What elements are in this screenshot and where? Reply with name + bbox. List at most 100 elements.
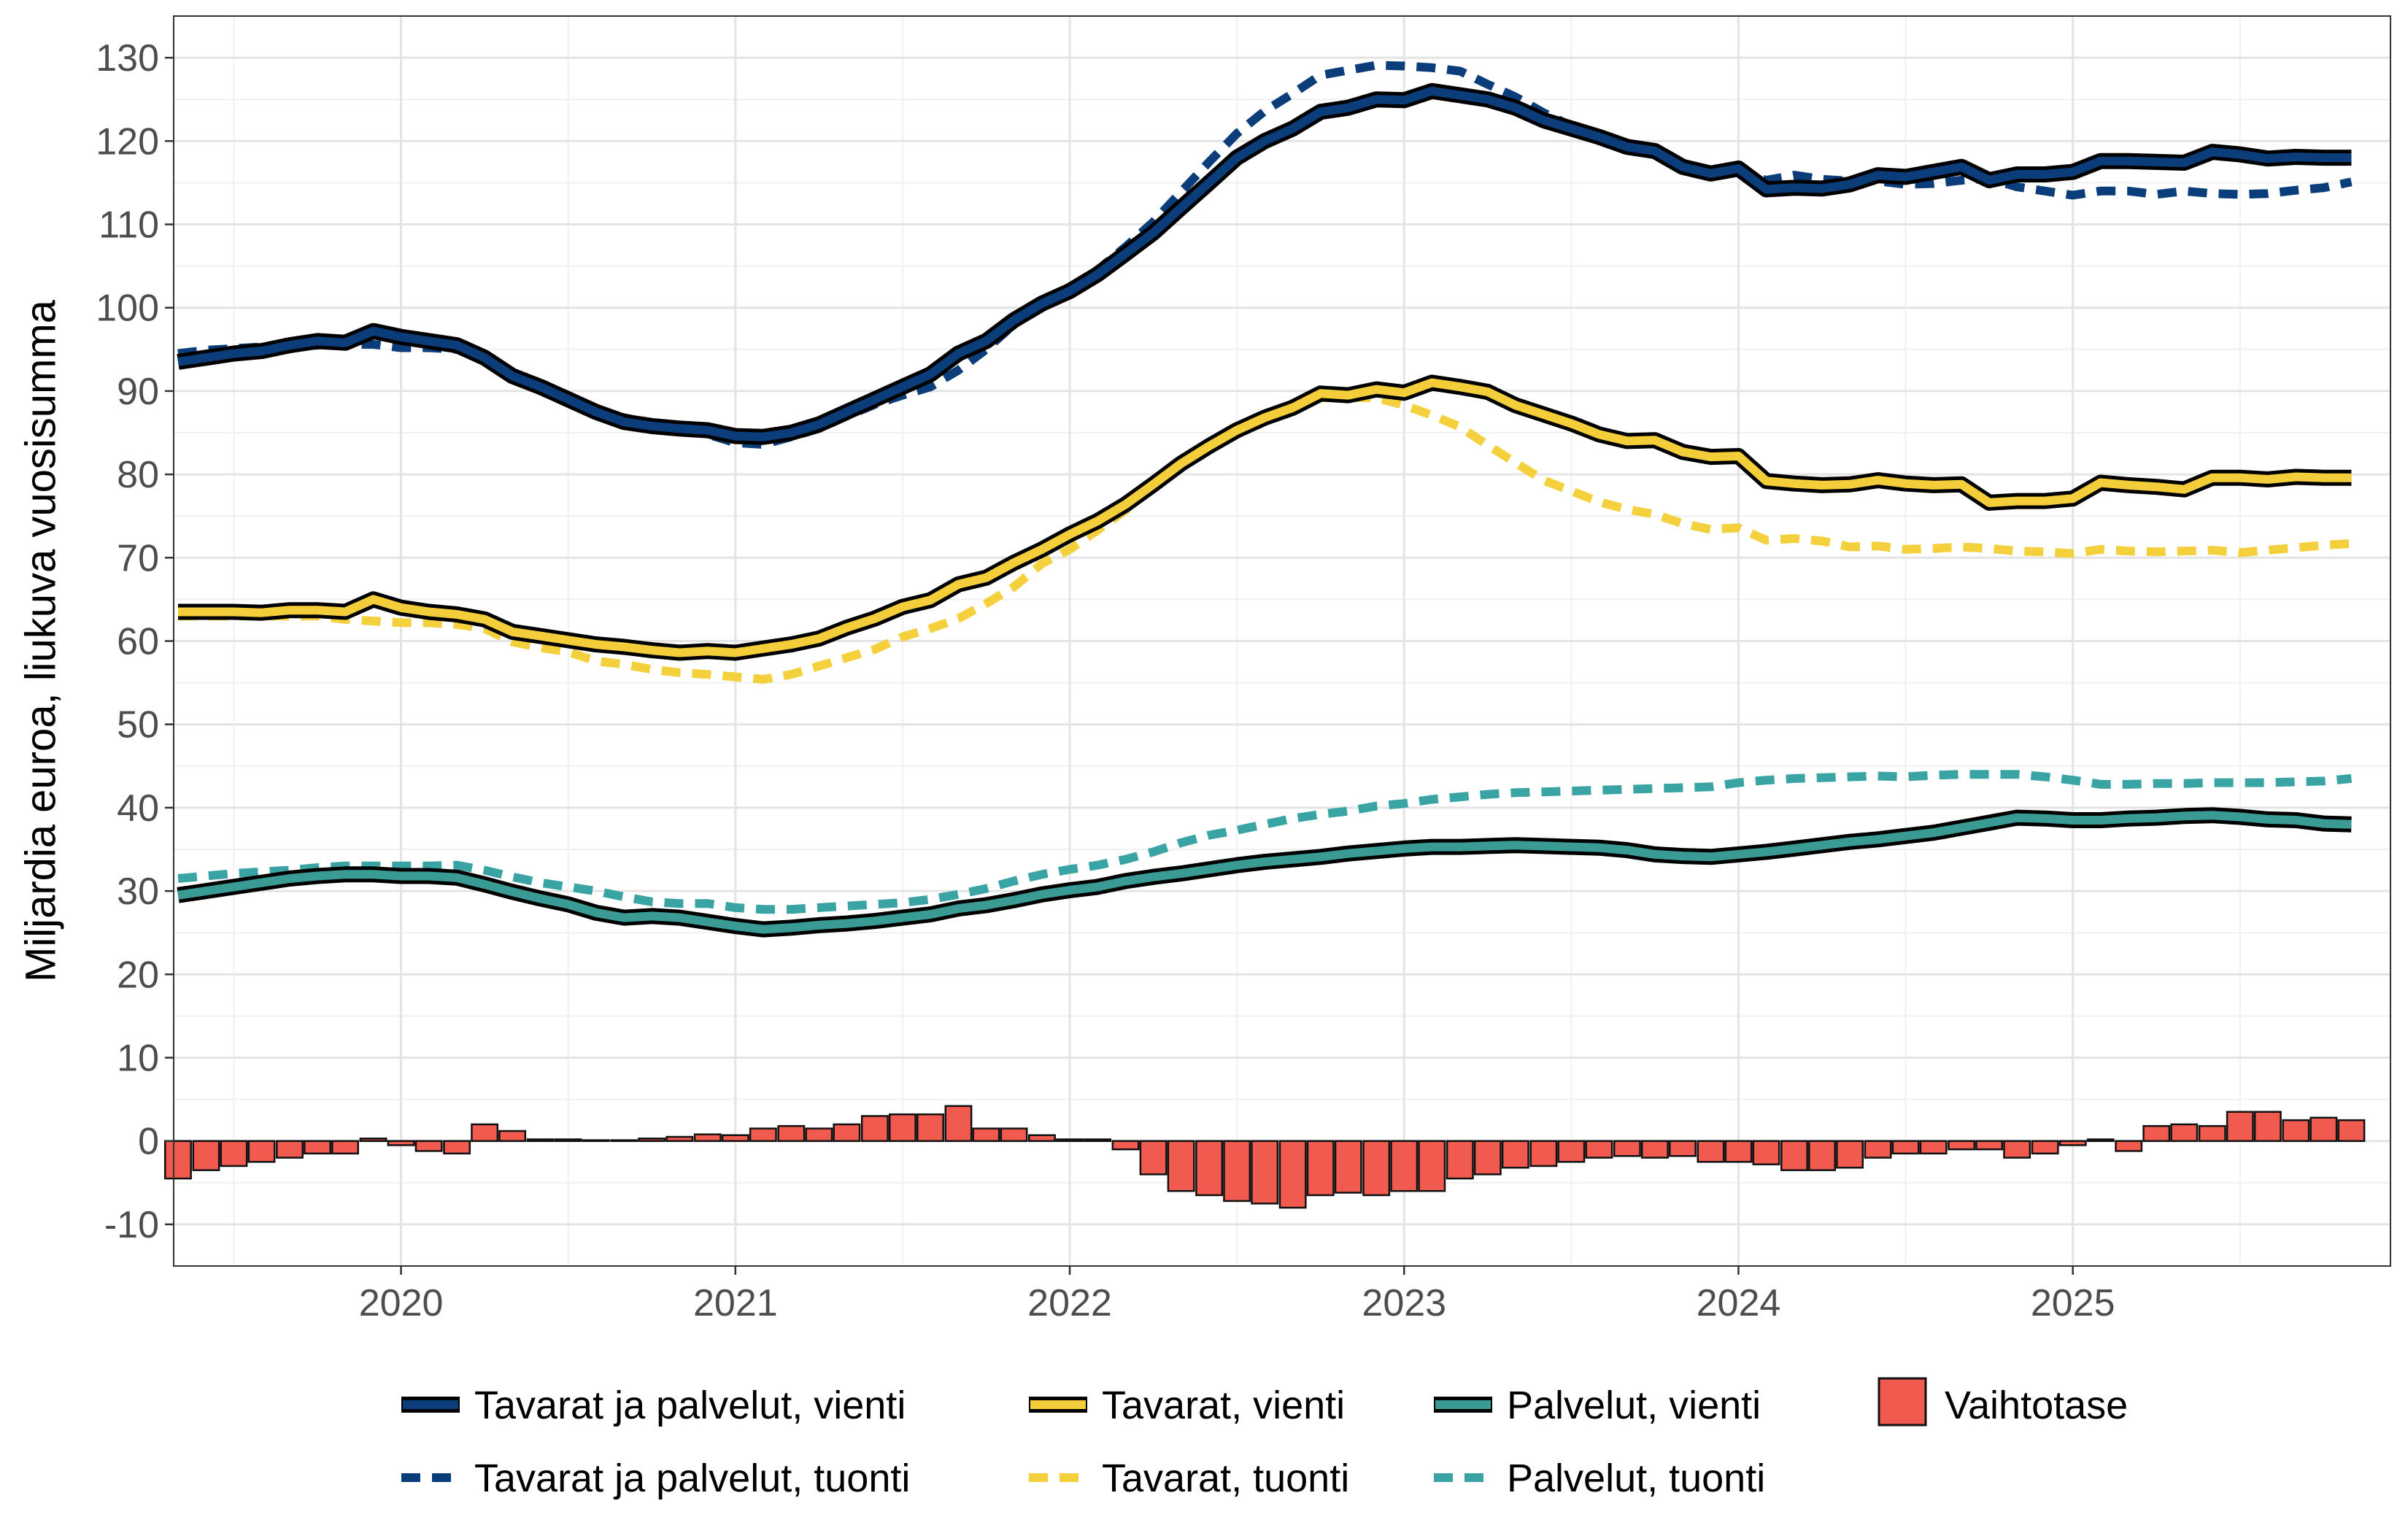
- x-tick-label: 2025: [2031, 1282, 2115, 1324]
- legend-item-palvelut-vienti: Palvelut, vienti: [1434, 1383, 1761, 1427]
- bar-vaihtotase: [1808, 1140, 1836, 1171]
- legend-item-vaihtotase: Vaihtotase: [1878, 1377, 2128, 1427]
- bar-vaihtotase: [1836, 1140, 1864, 1169]
- legend-key: [1878, 1377, 1927, 1427]
- bar-vaihtotase: [1613, 1140, 1641, 1157]
- bar-vaihtotase: [2253, 1111, 2282, 1142]
- bar-vaihtotase: [1557, 1140, 1586, 1163]
- bar-vaihtotase: [2086, 1138, 2115, 1142]
- bar-vaihtotase: [443, 1140, 471, 1155]
- bar-vaihtotase: [638, 1138, 666, 1142]
- bar-vaihtotase: [1111, 1140, 1140, 1151]
- legend-label: Tavarat ja palvelut, vienti: [474, 1383, 906, 1427]
- bar-vaihtotase: [1585, 1140, 1613, 1159]
- bar-vaihtotase: [192, 1140, 220, 1171]
- legend-label: Tavarat, tuonti: [1102, 1456, 1349, 1500]
- bar-vaihtotase: [1000, 1127, 1028, 1142]
- x-tick-label: 2021: [693, 1282, 778, 1324]
- bar-vaihtotase: [387, 1140, 415, 1146]
- y-tick-label: 40: [117, 787, 159, 830]
- bar-vaihtotase: [916, 1113, 944, 1142]
- bar-vaihtotase: [1697, 1140, 1725, 1163]
- line-tavarat-ja-palvelut-vienti: [177, 86, 2352, 441]
- legend-item-tavarat-ja-palvelut-vienti: Tavarat ja palvelut, vienti: [401, 1383, 906, 1427]
- bar-vaihtotase: [1501, 1140, 1529, 1169]
- legend-label: Tavarat, vienti: [1102, 1383, 1345, 1427]
- bar-vaihtotase: [2337, 1119, 2366, 1142]
- bar-vaihtotase: [1529, 1140, 1558, 1168]
- legend-label: Palvelut, tuonti: [1507, 1456, 1765, 1500]
- bar-vaihtotase: [749, 1127, 777, 1142]
- bar-vaihtotase: [498, 1130, 527, 1142]
- y-tick-label: 0: [138, 1121, 159, 1163]
- bar-vaihtotase: [1084, 1138, 1112, 1142]
- bar-vaihtotase: [860, 1115, 889, 1142]
- line-series: [177, 61, 2353, 938]
- bar-vaihtotase: [1306, 1140, 1335, 1197]
- y-tick-label: -10: [104, 1204, 159, 1246]
- legend-item-tavarat-ja-palvelut-tuonti: Tavarat ja palvelut, tuonti: [401, 1456, 910, 1500]
- bar-vaihtotase: [2198, 1124, 2226, 1142]
- bar-vaihtotase: [2226, 1111, 2254, 1142]
- grid-lines: [174, 16, 2390, 1266]
- bar-vaihtotase: [1975, 1140, 2004, 1151]
- bar-vaihtotase: [2031, 1140, 2059, 1155]
- bar-vaihtotase: [276, 1140, 304, 1159]
- bar-vaihtotase: [2170, 1123, 2199, 1142]
- bar-vaihtotase: [1418, 1140, 1446, 1192]
- bar-vaihtotase: [1780, 1140, 1808, 1171]
- line-tavarat-vienti: [178, 378, 2352, 657]
- bar-series-vaihtotase: [164, 1105, 2366, 1209]
- bar-vaihtotase: [1251, 1140, 1279, 1205]
- y-tick-label: 30: [117, 871, 159, 913]
- bar-vaihtotase: [1473, 1140, 1502, 1176]
- bar-vaihtotase: [1948, 1140, 1976, 1151]
- bar-vaihtotase: [1752, 1140, 1780, 1165]
- bar-vaihtotase: [1919, 1140, 1948, 1155]
- y-tick-label: 110: [99, 204, 159, 247]
- y-tick-label: 20: [117, 954, 159, 996]
- bar-vaihtotase: [972, 1127, 1000, 1142]
- bar-vaihtotase: [1167, 1140, 1195, 1192]
- bar-vaihtotase: [833, 1123, 861, 1142]
- bar-vaihtotase: [1056, 1138, 1084, 1142]
- legend-label: Vaihtotase: [1945, 1383, 2128, 1427]
- bar-vaihtotase: [220, 1140, 248, 1168]
- bar-vaihtotase: [721, 1134, 749, 1142]
- bar-vaihtotase: [247, 1140, 276, 1163]
- bar-vaihtotase: [2309, 1116, 2338, 1142]
- bar-vaihtotase: [1446, 1140, 1474, 1180]
- bar-vaihtotase: [359, 1138, 387, 1142]
- bar-vaihtotase: [2058, 1140, 2087, 1146]
- x-tick-label: 2023: [1362, 1282, 1446, 1324]
- bar-vaihtotase: [1278, 1140, 1307, 1209]
- bar-vaihtotase: [414, 1140, 443, 1152]
- legend-label: Palvelut, vienti: [1507, 1383, 1761, 1427]
- bar-vaihtotase: [2115, 1140, 2143, 1152]
- bar-vaihtotase: [1390, 1140, 1419, 1192]
- x-tick-label: 2024: [1697, 1282, 1781, 1324]
- bar-vaihtotase: [164, 1140, 192, 1180]
- y-tick-label: 70: [117, 537, 159, 579]
- bar-vaihtotase: [1362, 1140, 1391, 1197]
- bar-vaihtotase: [1640, 1140, 1669, 1159]
- bar-vaihtotase: [1028, 1134, 1056, 1142]
- y-tick-label: 120: [96, 120, 159, 163]
- bar-vaihtotase: [331, 1140, 360, 1155]
- line-palvelut-vienti: [177, 811, 2352, 934]
- bar-vaihtotase: [2142, 1124, 2171, 1142]
- bar-vaihtotase: [665, 1135, 694, 1142]
- bar-vaihtotase: [1195, 1140, 1224, 1197]
- x-tick-label: 2020: [359, 1282, 444, 1324]
- y-tick-label: 90: [117, 371, 159, 413]
- legend-item-tavarat-vienti: Tavarat, vienti: [1029, 1383, 1345, 1427]
- bar-vaihtotase: [2003, 1140, 2031, 1159]
- y-tick-label: 80: [117, 454, 159, 496]
- axes: -10 0 10 20 30 40 50 60 70 80 90 100 110 120 130 2020 20…: [96, 37, 2115, 1324]
- y-tick-label: 10: [117, 1038, 159, 1080]
- bar-vaihtotase: [1334, 1140, 1362, 1194]
- bar-vaihtotase: [1724, 1140, 1753, 1163]
- legend-item-tavarat-tuonti: Tavarat, tuonti: [1029, 1456, 1349, 1500]
- bar-vaihtotase: [471, 1123, 499, 1142]
